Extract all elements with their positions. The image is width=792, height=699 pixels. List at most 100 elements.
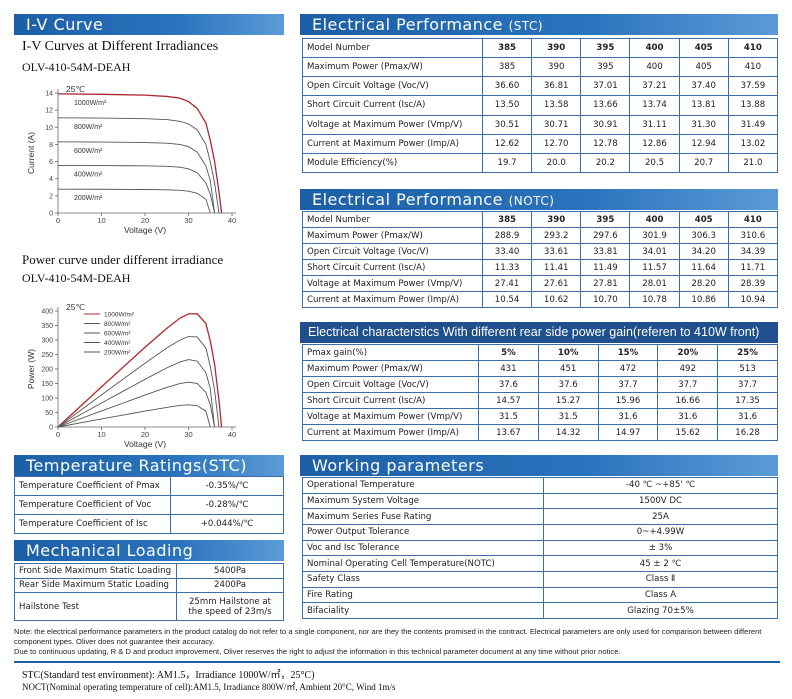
data-line <box>57 117 220 214</box>
table-cell: 492 <box>657 360 719 377</box>
table-cell: 13.50 <box>481 95 533 116</box>
x-axis-label: Voltage (V) <box>124 225 166 235</box>
table-cell: 20.5 <box>629 152 680 174</box>
x-tick-label: 30 <box>184 216 192 225</box>
x-tick-label: 10 <box>97 430 105 439</box>
legend-label: 400W/m² <box>74 171 103 178</box>
data-line <box>57 141 216 214</box>
table-cell: 20.0 <box>531 152 582 174</box>
data-line <box>57 404 211 428</box>
section-header: I-V Curve <box>14 14 284 35</box>
table-cell: 12.94 <box>678 133 729 154</box>
data-line <box>57 359 216 428</box>
table-cell: 13.67 <box>478 424 539 441</box>
table-cell: 14.32 <box>537 424 599 441</box>
table-cell: 390 <box>531 57 582 78</box>
table-cell: 27.81 <box>580 275 631 292</box>
table-row: Pmax gain(%) 5% 10% 15% 20% 25% <box>302 344 778 361</box>
note: Note: the electrical performance paramet… <box>14 627 762 646</box>
table-cell: Fire Rating <box>302 586 544 604</box>
table-cell: Hailstone Test <box>14 592 177 621</box>
table-cell: 301.9 <box>629 227 680 244</box>
table-row: Short Circuit Current (Isc/A) 13.50 13.58 1… <box>302 95 779 116</box>
table-cell: Safety Class <box>302 570 544 588</box>
table-cell: 33.81 <box>580 243 631 260</box>
table-cell: 20.2 <box>580 152 631 174</box>
table-cell: 21.0 <box>727 152 779 174</box>
y-tick-label: 4 <box>49 176 53 183</box>
table-cell: 37.6 <box>478 376 539 393</box>
data-line <box>57 313 223 428</box>
table-cell: 288.9 <box>481 227 533 244</box>
table-cell: 410 <box>727 211 779 228</box>
y-tick-label: 200 <box>41 367 53 374</box>
y-axis-label: Current (A) <box>26 132 36 174</box>
header-title: Electrical Performance <box>312 15 504 34</box>
table-cell: Nominal Operating Cell Temperature(NOTC) <box>302 555 544 572</box>
table-cell: Short Circuit Current (Isc/A) <box>302 95 483 116</box>
table-cell: 30.91 <box>580 114 631 135</box>
table-cell: Short Circuit Current (Isc/A) <box>302 259 483 276</box>
x-tick-label: 0 <box>56 430 60 439</box>
section-header: Electrical Performance (NOTC) <box>300 189 778 210</box>
table-cell: 37.40 <box>678 76 729 97</box>
table-cell: 5% <box>478 344 539 361</box>
table-cell: Temperature Coefficient of Isc <box>14 514 171 534</box>
table-cell: 30.71 <box>531 114 582 135</box>
table-cell: 5400Pa <box>176 563 284 579</box>
table-cell: 15.96 <box>597 392 659 409</box>
table-cell: 405 <box>678 37 729 59</box>
table-row: Voc and Isc Tolerance ± 3% <box>302 539 778 557</box>
table-row: Open Circuit Voltage (Voc/V) 33.40 33.61 33… <box>302 243 779 260</box>
table-cell: 12.62 <box>481 133 533 154</box>
header-title: Electrical Performance <box>312 190 504 209</box>
legend-label: 200W/m² <box>104 350 131 357</box>
chart-title: I-V Curves at Different Irradiances <box>22 39 219 54</box>
table-cell: 37.01 <box>580 76 631 97</box>
table-row: Fire Rating Class A <box>302 586 778 604</box>
table-cell: 395 <box>580 211 631 228</box>
y-axis-label: Power (W) <box>26 349 36 389</box>
table-cell: 2400Pa <box>176 577 284 594</box>
footer-line: STC(Standard test environment): AM1.5，Ir… <box>22 670 315 681</box>
table-cell: Bifaciality <box>302 602 544 619</box>
table-row: Open Circuit Voltage (Voc/V) 36.60 36.81 37… <box>302 76 779 97</box>
table-row: Maximum System Voltage 1500V DC <box>302 492 778 510</box>
table-row: Front Side Maximum Static Loading 5400Pa <box>14 563 284 579</box>
table-row: Temperature Coefficient of Pmax -0.35%/℃ <box>14 476 284 496</box>
table-cell: Open Circuit Voltage (Voc/V) <box>302 76 483 97</box>
table-cell: 10.70 <box>580 291 631 308</box>
table-cell: Temperature Coefficient of Pmax <box>14 476 171 496</box>
table-cell: +0.044%/℃ <box>170 514 284 534</box>
x-tick-label: 30 <box>184 430 192 439</box>
table-cell: 15% <box>597 344 659 361</box>
table-cell: 37.7 <box>597 376 659 393</box>
table-cell: 10.78 <box>629 291 680 308</box>
chart-subtitle: OLV-410-54M-DEAH <box>22 60 131 74</box>
table-cell: 293.2 <box>531 227 582 244</box>
y-tick-label: 400 <box>41 309 53 316</box>
mechanical-table: Front Side Maximum Static Loading 5400Pa R… <box>14 563 284 621</box>
table-row: Short Circuit Current (Isc/A) 11.33 11.41 1… <box>302 259 779 276</box>
x-tick-label: 40 <box>228 216 236 225</box>
table-row: Model Number 385 390 395 400 405 410 <box>302 211 779 228</box>
y-tick-label: 14 <box>45 91 53 98</box>
table-row: Safety Class Class Ⅱ <box>302 570 778 588</box>
legend-label: 1000W/m² <box>74 100 107 107</box>
table-cell: 297.6 <box>580 227 631 244</box>
table-cell: ± 3% <box>543 539 778 557</box>
table-cell: 10.62 <box>531 291 582 308</box>
table-cell: 33.61 <box>531 243 582 260</box>
chart-title: Power curve under different irradiance <box>22 252 224 267</box>
legend-label: 1000W/m² <box>104 312 135 319</box>
table-cell: 16.66 <box>657 392 719 409</box>
section-header: Mechanical Loading <box>14 540 284 561</box>
footer-line: NOCT(Nominal operating temperature of ce… <box>22 682 396 692</box>
divider <box>14 661 780 663</box>
y-tick-label: 250 <box>41 352 53 359</box>
temperature-table: Temperature Coefficient of Pmax -0.35%/℃ T… <box>14 476 284 534</box>
table-cell: 451 <box>537 360 599 377</box>
table-cell: 37.7 <box>717 376 778 393</box>
table-cell: 19.7 <box>481 152 533 174</box>
table-cell: 390 <box>531 211 582 228</box>
